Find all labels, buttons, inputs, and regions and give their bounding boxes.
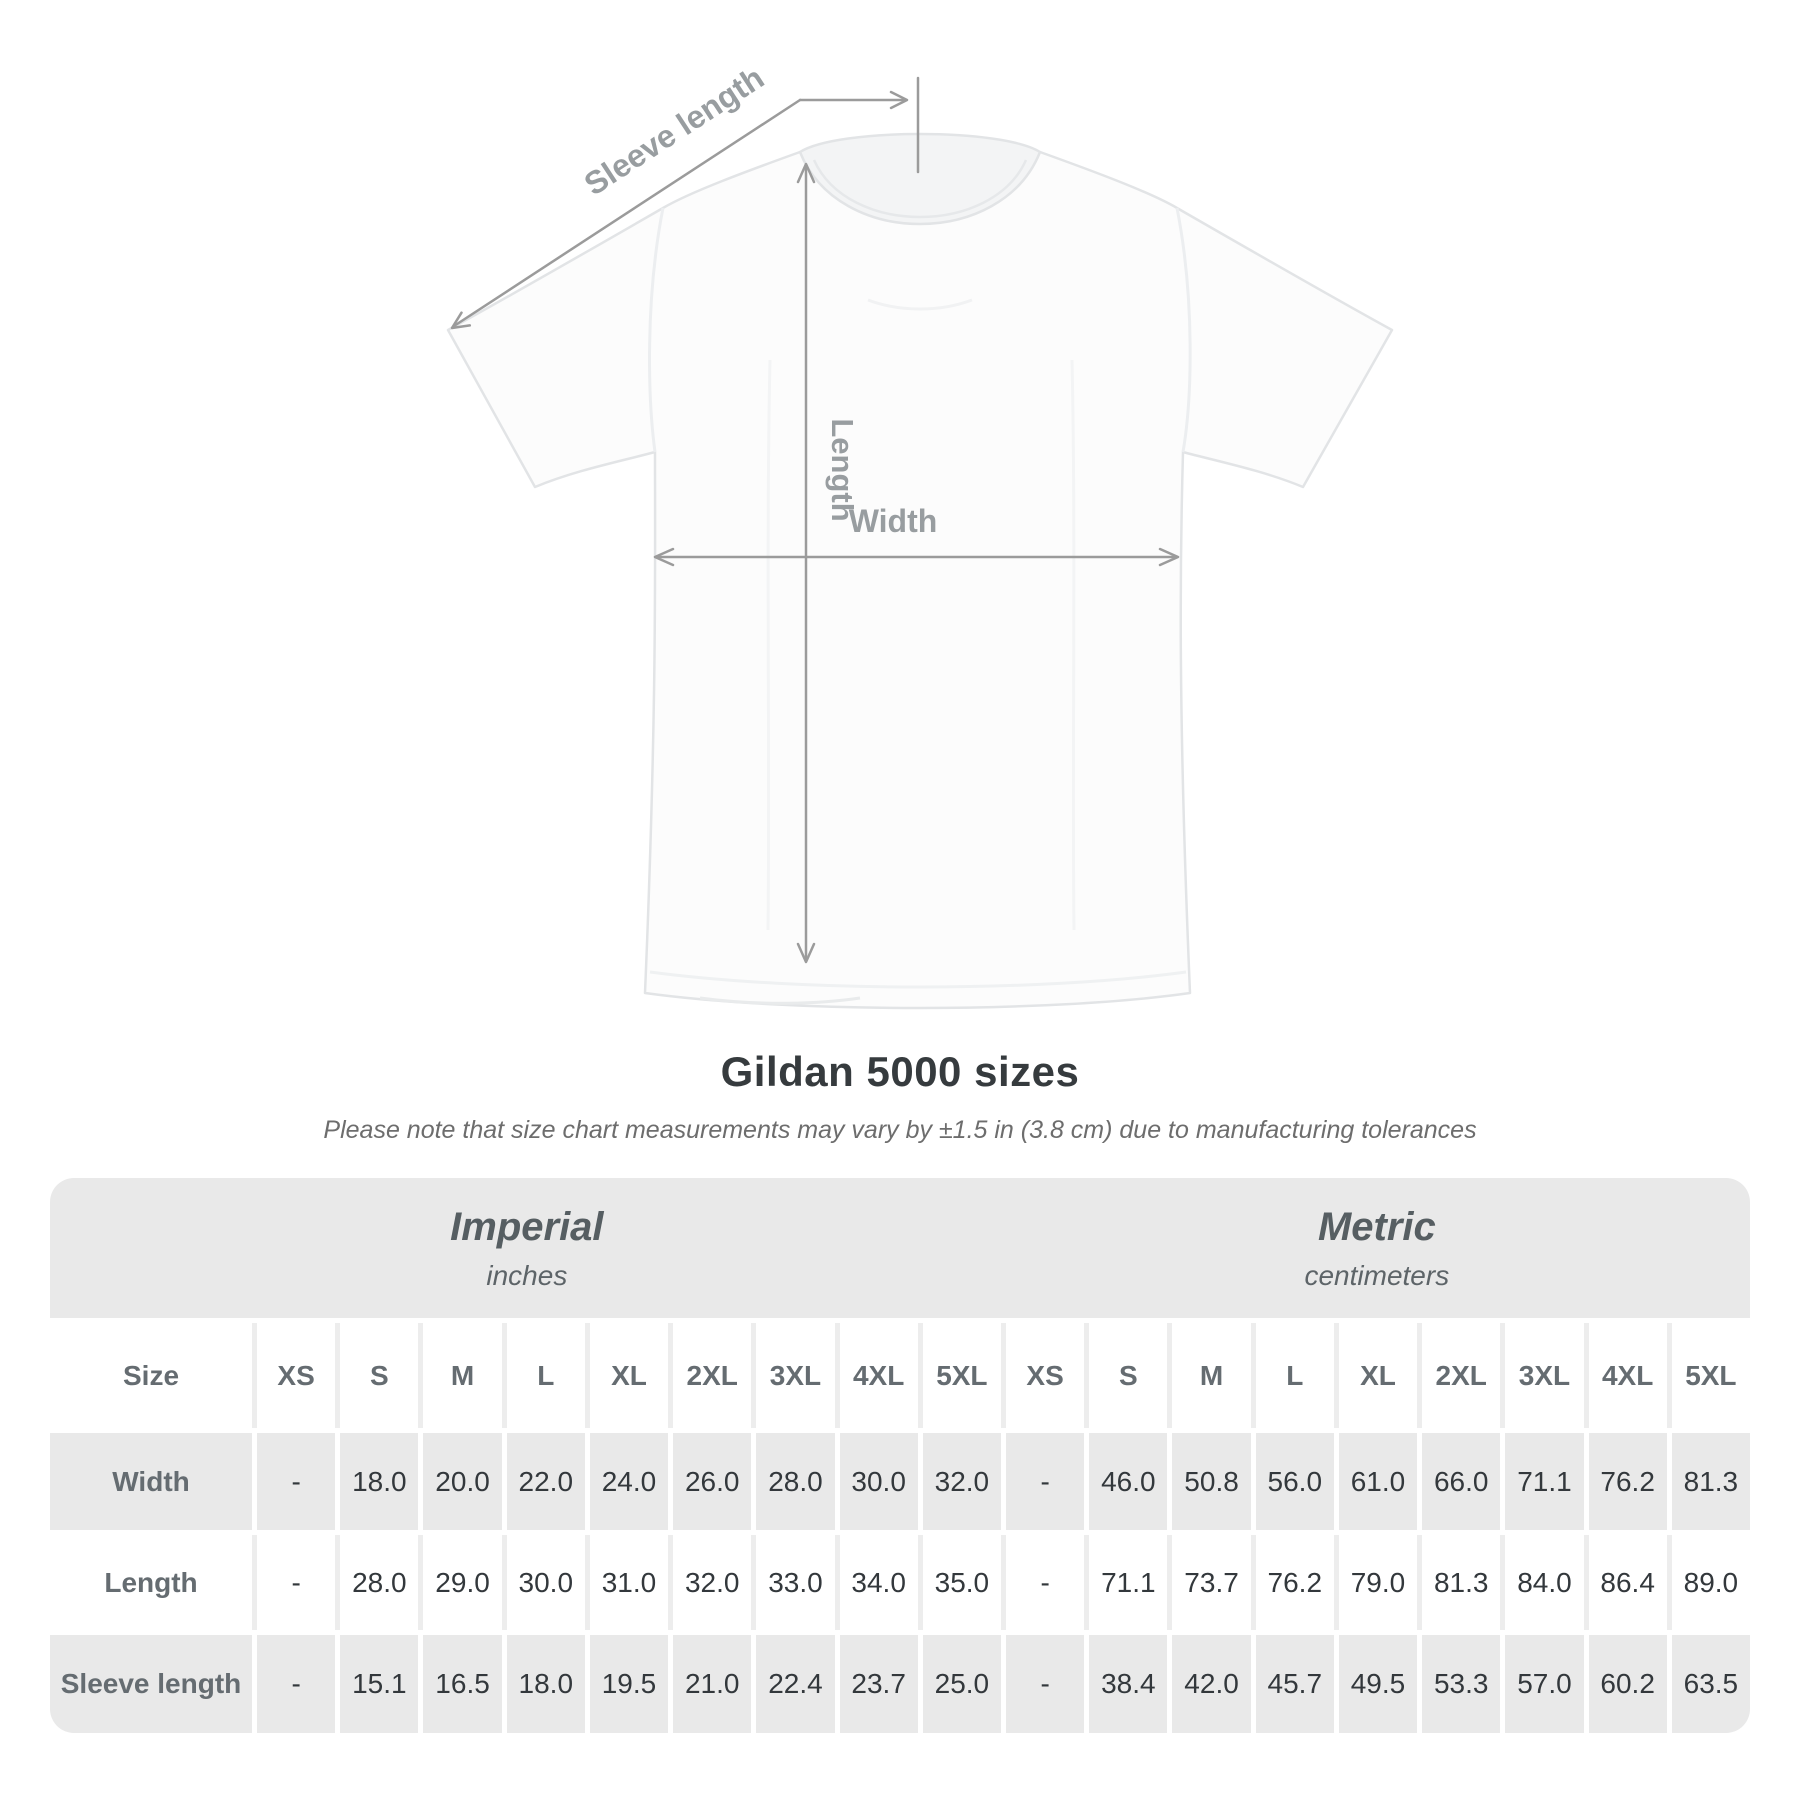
size-header-metric-l: L [1255, 1323, 1334, 1428]
width-metric-5xl: 81.3 [1671, 1433, 1750, 1530]
size-header-imperial-3xl: 3XL [756, 1323, 835, 1428]
length-metric-5xl: 89.0 [1671, 1535, 1750, 1630]
width-label: Width [849, 503, 938, 539]
width-metric-4xl: 76.2 [1588, 1433, 1667, 1530]
size-header-metric-xl: XL [1338, 1323, 1418, 1428]
tolerance-note: Please note that size chart measurements… [323, 1116, 1477, 1144]
metric-unit: centimeters [1304, 1259, 1450, 1291]
sleeve-imperial-4xl: 23.7 [839, 1635, 918, 1733]
length-imperial-4xl: 34.0 [839, 1535, 918, 1630]
size-column-header: Size [50, 1323, 252, 1428]
length-label: Length [825, 418, 860, 521]
sleeve-metric-xl: 49.5 [1338, 1635, 1418, 1733]
width-metric-l: 56.0 [1255, 1433, 1334, 1530]
imperial-group-header: Imperial inches [50, 1178, 1004, 1318]
size-header-imperial-l: L [506, 1323, 585, 1428]
collar [798, 132, 1042, 226]
imperial-unit: inches [486, 1259, 568, 1291]
length-metric-2xl: 81.3 [1422, 1535, 1501, 1630]
unit-group-header: Imperial inches Metric centimeters [50, 1178, 1750, 1318]
width-arrow [653, 547, 1180, 567]
sleeve-metric-3xl: 57.0 [1505, 1635, 1584, 1733]
imperial-label: Imperial [450, 1204, 604, 1249]
width-metric-xs: - [1005, 1433, 1085, 1530]
width-metric-s: 46.0 [1089, 1433, 1168, 1530]
sleeve-imperial-5xl: 25.0 [922, 1635, 1001, 1733]
width-imperial-3xl: 28.0 [756, 1433, 835, 1530]
width-imperial-m: 20.0 [423, 1433, 502, 1530]
width-imperial-xl: 24.0 [589, 1433, 669, 1530]
length-metric-l: 76.2 [1255, 1535, 1334, 1630]
length-imperial-xs: - [257, 1535, 336, 1630]
sleeve-metric-s: 38.4 [1089, 1635, 1168, 1733]
sleeve-imperial-m: 16.5 [423, 1635, 502, 1733]
width-metric-m: 50.8 [1172, 1433, 1251, 1530]
table-row-sleeve-length: Sleeve length - 15.1 16.5 18.0 19.5 21.0… [50, 1635, 1750, 1733]
metric-group-header: Metric centimeters [1004, 1178, 1750, 1318]
length-metric-xl: 79.0 [1338, 1535, 1418, 1630]
width-imperial-2xl: 26.0 [673, 1433, 752, 1530]
width-imperial-l: 22.0 [506, 1433, 585, 1530]
sleeve-imperial-s: 15.1 [340, 1635, 419, 1733]
length-metric-s: 71.1 [1089, 1535, 1168, 1630]
row-label-sleeve-length: Sleeve length [50, 1635, 252, 1733]
sleeve-metric-2xl: 53.3 [1422, 1635, 1501, 1733]
size-header-imperial-m: M [423, 1323, 502, 1428]
size-header-metric-4xl: 4XL [1588, 1323, 1667, 1428]
length-imperial-s: 28.0 [340, 1535, 419, 1630]
sleeve-imperial-l: 18.0 [506, 1635, 585, 1733]
sleeve-length-arrow [450, 76, 920, 330]
sleeve-imperial-3xl: 22.4 [756, 1635, 835, 1733]
length-imperial-m: 29.0 [423, 1535, 502, 1630]
size-table: Imperial inches Metric centimeters Size … [50, 1178, 1750, 1733]
sleeve-imperial-2xl: 21.0 [673, 1635, 752, 1733]
tshirt-graphic [446, 132, 1394, 1010]
sleeve-imperial-xs: - [257, 1635, 336, 1733]
sleeve-metric-xs: - [1005, 1635, 1085, 1733]
length-imperial-5xl: 35.0 [922, 1535, 1001, 1630]
row-label-width: Width [50, 1433, 252, 1530]
table-row-length: Length - 28.0 29.0 30.0 31.0 32.0 33.0 3… [50, 1535, 1750, 1630]
width-metric-2xl: 66.0 [1422, 1433, 1501, 1530]
size-header-metric-s: S [1089, 1323, 1168, 1428]
size-header-imperial-xl: XL [589, 1323, 669, 1428]
tshirt-measurement-diagram: Sleeve length Length Width [446, 59, 1394, 1010]
length-imperial-3xl: 33.0 [756, 1535, 835, 1630]
size-header-imperial-xs: XS [257, 1323, 336, 1428]
size-header-metric-xs: XS [1005, 1323, 1085, 1428]
width-imperial-5xl: 32.0 [922, 1433, 1001, 1530]
width-metric-3xl: 71.1 [1505, 1433, 1584, 1530]
length-imperial-l: 30.0 [506, 1535, 585, 1630]
size-header-metric-m: M [1172, 1323, 1251, 1428]
size-header-metric-2xl: 2XL [1422, 1323, 1501, 1428]
page-title: Gildan 5000 sizes [720, 1048, 1080, 1095]
width-imperial-s: 18.0 [340, 1433, 419, 1530]
size-header-imperial-s: S [340, 1323, 419, 1428]
sleeve-imperial-xl: 19.5 [589, 1635, 669, 1733]
size-header-imperial-4xl: 4XL [839, 1323, 918, 1428]
size-header-metric-3xl: 3XL [1505, 1323, 1584, 1428]
size-header-row: Size XS S M L XL 2XL 3XL 4XL 5XL XS S M … [50, 1323, 1750, 1428]
length-metric-4xl: 86.4 [1588, 1535, 1667, 1630]
size-header-imperial-2xl: 2XL [673, 1323, 752, 1428]
length-imperial-xl: 31.0 [589, 1535, 669, 1630]
width-metric-xl: 61.0 [1338, 1433, 1418, 1530]
width-imperial-xs: - [257, 1433, 336, 1530]
length-metric-3xl: 84.0 [1505, 1535, 1584, 1630]
sleeve-metric-4xl: 60.2 [1588, 1635, 1667, 1733]
metric-label: Metric [1317, 1204, 1436, 1249]
length-metric-m: 73.7 [1172, 1535, 1251, 1630]
row-label-length: Length [50, 1535, 252, 1630]
length-imperial-2xl: 32.0 [673, 1535, 752, 1630]
sleeve-metric-5xl: 63.5 [1671, 1635, 1750, 1733]
width-imperial-4xl: 30.0 [839, 1433, 918, 1530]
sleeve-metric-l: 45.7 [1255, 1635, 1334, 1733]
sleeve-metric-m: 42.0 [1172, 1635, 1251, 1733]
size-header-imperial-5xl: 5XL [922, 1323, 1001, 1428]
table-row-width: Width - 18.0 20.0 22.0 24.0 26.0 28.0 30… [50, 1433, 1750, 1530]
length-arrow [796, 162, 816, 964]
length-metric-xs: - [1005, 1535, 1085, 1630]
size-header-metric-5xl: 5XL [1671, 1323, 1750, 1428]
